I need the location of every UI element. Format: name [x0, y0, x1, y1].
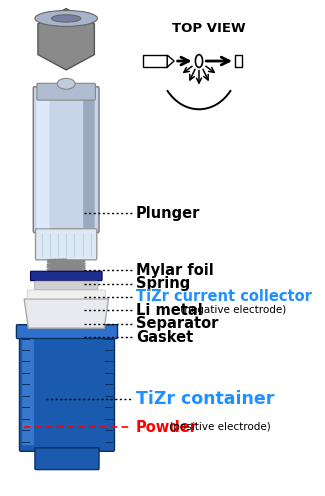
FancyBboxPatch shape	[36, 91, 50, 228]
Bar	[143, 55, 167, 67]
Polygon shape	[167, 55, 174, 67]
Text: Powder: Powder	[136, 420, 198, 434]
FancyBboxPatch shape	[35, 281, 98, 290]
FancyBboxPatch shape	[83, 91, 95, 228]
Ellipse shape	[57, 78, 75, 89]
FancyBboxPatch shape	[33, 87, 99, 233]
Text: Mylar foil: Mylar foil	[136, 263, 214, 278]
FancyBboxPatch shape	[35, 448, 99, 470]
Text: TOP VIEW: TOP VIEW	[172, 22, 246, 35]
FancyBboxPatch shape	[35, 229, 97, 260]
FancyBboxPatch shape	[37, 83, 96, 100]
FancyBboxPatch shape	[20, 329, 114, 451]
Polygon shape	[38, 8, 94, 70]
Text: (positive electrode): (positive electrode)	[166, 422, 271, 432]
Text: Li metal: Li metal	[136, 303, 203, 318]
Text: Gasket: Gasket	[136, 329, 193, 345]
Text: (negative electrode): (negative electrode)	[177, 306, 286, 315]
Text: TiZr current collector: TiZr current collector	[136, 290, 312, 305]
Ellipse shape	[35, 10, 98, 26]
Text: Spring: Spring	[136, 276, 190, 291]
Text: Separator: Separator	[136, 316, 218, 331]
FancyBboxPatch shape	[31, 271, 102, 281]
FancyBboxPatch shape	[22, 335, 34, 445]
Ellipse shape	[51, 15, 81, 22]
Circle shape	[195, 55, 202, 67]
Bar	[235, 55, 241, 67]
Text: TiZr container: TiZr container	[136, 390, 274, 408]
Text: Plunger: Plunger	[136, 206, 201, 221]
Polygon shape	[24, 299, 109, 328]
FancyBboxPatch shape	[27, 290, 105, 299]
FancyBboxPatch shape	[17, 325, 118, 338]
